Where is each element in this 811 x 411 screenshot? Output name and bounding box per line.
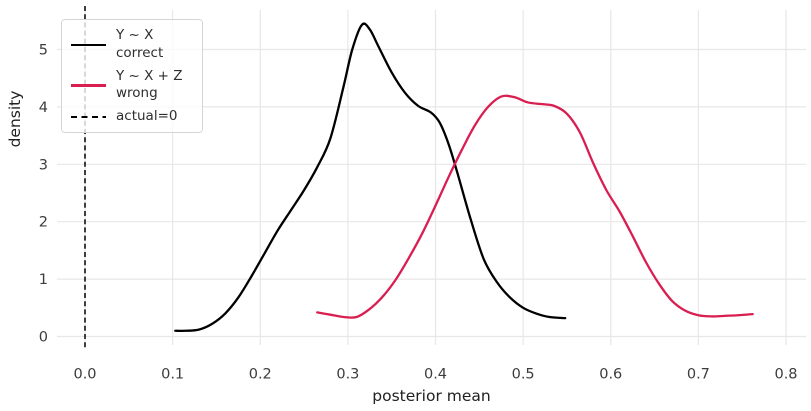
- x-tick-label: 0.3: [336, 367, 359, 383]
- y-tick-label: 1: [39, 272, 48, 288]
- x-tick-label: 0.0: [73, 367, 96, 383]
- x-tick-label: 0.4: [424, 367, 447, 383]
- x-tick-label: 0.5: [512, 367, 535, 383]
- y-tick-label: 2: [39, 215, 48, 231]
- x-tick-label: 0.7: [687, 367, 710, 383]
- curve-correct: [174, 22, 567, 332]
- legend-line-solid-crimson-icon: [71, 84, 106, 87]
- x-tick-label: 0.8: [774, 367, 797, 383]
- legend-line-solid-black-icon: [71, 43, 106, 46]
- y-tick-label: 3: [39, 157, 48, 173]
- curve-wrong: [316, 94, 754, 319]
- y-tick-label: 0: [39, 330, 48, 346]
- y-tick-label: 4: [39, 100, 48, 116]
- y-axis-label: density: [6, 91, 24, 148]
- legend-line-dashed-icon: [71, 116, 106, 119]
- legend-item-actual: actual=0: [71, 108, 193, 126]
- x-tick-label: 0.1: [161, 367, 184, 383]
- x-tick-label: 0.2: [249, 367, 272, 383]
- x-axis-label: posterior mean: [372, 387, 490, 405]
- legend-label-actual: actual=0: [116, 108, 178, 125]
- x-tick-label: 0.6: [599, 367, 622, 383]
- y-tick-label: 5: [39, 43, 48, 59]
